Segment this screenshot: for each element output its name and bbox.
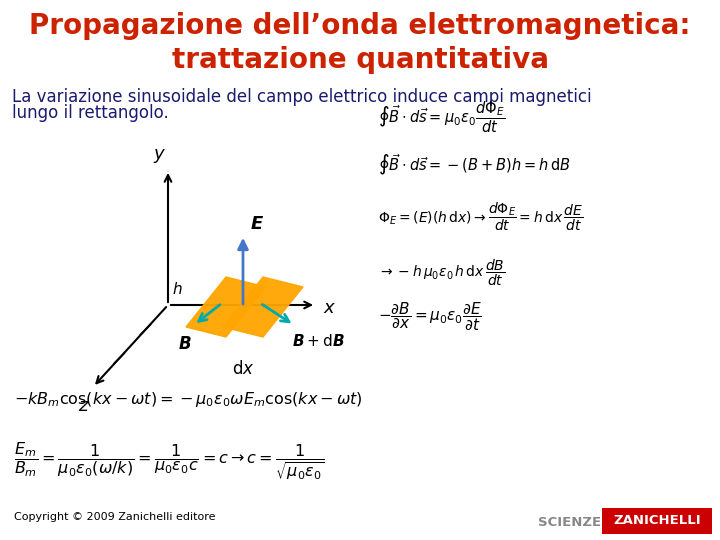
- Text: ZANICHELLI: ZANICHELLI: [613, 515, 701, 528]
- Text: $\dfrac{E_m}{B_m} = \dfrac{1}{\mu_0\varepsilon_0(\omega/k)} = \dfrac{1}{\mu_0\va: $\dfrac{E_m}{B_m} = \dfrac{1}{\mu_0\vare…: [14, 440, 325, 482]
- Text: $\boldsymbol{B}+\mathrm{d}\boldsymbol{B}$: $\boldsymbol{B}+\mathrm{d}\boldsymbol{B}…: [292, 333, 345, 349]
- Text: $\boldsymbol{E}$: $\boldsymbol{E}$: [250, 215, 264, 233]
- Text: La variazione sinusoidale del campo elettrico induce campi magnetici: La variazione sinusoidale del campo elet…: [12, 88, 592, 106]
- Text: $h$: $h$: [172, 281, 183, 297]
- Polygon shape: [223, 277, 303, 337]
- Text: Copyright © 2009 Zanichelli editore: Copyright © 2009 Zanichelli editore: [14, 512, 215, 522]
- Polygon shape: [186, 277, 266, 337]
- Text: lungo il rettangolo.: lungo il rettangolo.: [12, 104, 168, 122]
- Text: $y$: $y$: [153, 147, 166, 165]
- Text: $\Phi_E = (E)(h\,\mathrm{d}x) \rightarrow \dfrac{d\Phi_E}{dt} = h\,\mathrm{d}x\,: $\Phi_E = (E)(h\,\mathrm{d}x) \rightarro…: [378, 200, 583, 233]
- Text: $\oint \vec{B}\cdot d\vec{s} = \mu_0\varepsilon_0\dfrac{d\Phi_E}{dt}$: $\oint \vec{B}\cdot d\vec{s} = \mu_0\var…: [378, 100, 505, 135]
- Text: $x$: $x$: [323, 299, 336, 317]
- Text: $\oint \vec{B}\cdot d\vec{s} = -(B+B)h = h\,\mathrm{d}B$: $\oint \vec{B}\cdot d\vec{s} = -(B+B)h =…: [378, 152, 571, 177]
- Text: $\rightarrow -h\,\mu_0\varepsilon_0\,h\,\mathrm{d}x\,\dfrac{dB}{dt}$: $\rightarrow -h\,\mu_0\varepsilon_0\,h\,…: [378, 258, 505, 288]
- Text: $\mathrm{d}x$: $\mathrm{d}x$: [232, 360, 254, 378]
- Text: $z$: $z$: [78, 397, 90, 415]
- Text: SCIENZE: SCIENZE: [538, 516, 601, 529]
- Text: $-\dfrac{\partial B}{\partial x} = \mu_0\varepsilon_0\dfrac{\partial E}{\partial: $-\dfrac{\partial B}{\partial x} = \mu_0…: [378, 300, 482, 333]
- Text: Propagazione dell’onda elettromagnetica:: Propagazione dell’onda elettromagnetica:: [30, 12, 690, 40]
- FancyBboxPatch shape: [602, 508, 712, 534]
- Text: $\boldsymbol{B}$: $\boldsymbol{B}$: [178, 335, 192, 353]
- Text: $-kB_m\cos(kx-\omega t) = -\mu_0\varepsilon_0\omega E_m\cos(kx-\omega t)$: $-kB_m\cos(kx-\omega t) = -\mu_0\varepsi…: [14, 390, 363, 409]
- Text: trattazione quantitativa: trattazione quantitativa: [171, 46, 549, 74]
